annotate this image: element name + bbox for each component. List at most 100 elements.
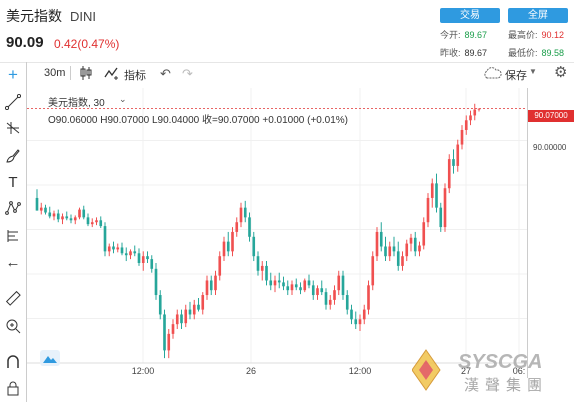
candle-body [252,236,256,257]
candle-body [180,314,183,324]
candle-body [65,216,69,219]
pattern-tool-icon[interactable] [4,200,22,218]
candle-body [307,280,311,286]
save-dropdown-icon[interactable]: ▼ [529,67,537,76]
candle-body [107,246,111,252]
candle-body [99,220,103,227]
candle-body [303,280,307,291]
price-chart[interactable]: 12:00 26 12:00 27 06: [27,88,527,378]
candle-body [52,213,56,217]
candle-body [150,259,154,269]
candle-body [124,253,128,256]
candle-body [146,256,149,260]
candle-body [418,245,421,252]
candle-body [392,246,396,252]
candle-body [86,217,90,225]
current-price: 90.09 [6,34,44,51]
candle-body [371,256,375,286]
x-tick-label: 12:00 [349,366,372,376]
candle-body [95,220,98,223]
cloud-icon[interactable] [482,66,502,85]
y-tick-label: 90.00000 [533,143,567,152]
back-arrow-icon[interactable]: ← [5,254,21,271]
candle-body [469,115,472,121]
candle-body [265,265,268,281]
candle-body [401,256,404,266]
save-button[interactable]: 保存 [505,70,527,82]
candle-body [396,251,400,266]
instrument-code: DINI [70,9,96,24]
candle-body [163,314,166,351]
chart-grid [27,88,527,363]
candle-body [337,275,341,291]
legend-collapse-icon[interactable]: ⌄ [119,94,127,104]
text-tool-icon[interactable]: T [8,174,18,191]
candle-body [197,304,200,310]
candle-body [201,295,205,310]
candle-body [269,280,273,286]
candle-body [158,295,162,315]
fib-tool-icon[interactable] [4,120,22,138]
chart-symbol-label: 美元指数, 30 [48,98,105,109]
candle-body [167,333,171,351]
candles-group [27,103,527,359]
candle-body [422,222,426,246]
candle-body [218,256,222,276]
candle-body [78,209,81,218]
candle-body [324,292,328,305]
prediction-tool-icon[interactable] [4,228,22,246]
trade-button[interactable]: 交易 [440,8,500,23]
candle-body [116,247,120,250]
candle-body [473,109,477,116]
redo-icon[interactable]: ↷ [182,66,193,81]
candle-body [56,213,60,220]
zoom-in-icon[interactable] [4,318,22,336]
toolbar-divider [0,62,574,63]
candle-body [141,256,145,263]
magnet-icon[interactable] [4,354,22,372]
candle-body [439,207,443,228]
candle-body [341,275,345,296]
candle-body [316,288,319,296]
candle-body [328,299,332,305]
tools-divider [26,62,27,402]
candle-body [171,324,175,334]
candle-body [273,280,277,286]
candle-body [137,253,141,263]
ruler-icon[interactable] [4,290,22,308]
candle-body [248,217,251,237]
indicator-button[interactable]: 指标 [124,70,146,82]
candle-body [388,246,392,257]
interval-selector[interactable]: 30m [44,67,66,79]
candle-body [311,285,315,296]
candle-body [447,159,451,189]
svg-text:漢聲集團: 漢聲集團 [464,376,548,394]
settings-gear-icon[interactable]: ⚙ [554,64,568,81]
candle-body [282,282,285,287]
instrument-name: 美元指数 [6,8,62,24]
candle-body [426,197,430,223]
candle-body [61,216,64,220]
candle-body [277,280,281,283]
instrument-title: 美元指数 DINI [6,6,96,26]
x-tick-label: 12:00 [132,366,155,376]
trend-line-icon[interactable] [4,93,22,112]
candle-body [239,207,243,223]
candle-body [320,288,324,293]
candle-body [413,237,417,252]
brush-icon[interactable] [4,148,22,166]
candle-body [350,309,353,320]
lock-icon[interactable] [4,380,22,398]
candle-type-icon[interactable] [78,65,94,86]
last-price-tag: 90.07000 [528,110,574,122]
candle-body [120,247,124,254]
candle-body [35,197,39,211]
fullscreen-button[interactable]: 全屏 [508,8,568,23]
indicator-icon[interactable] [104,65,120,86]
layout-toggle-button[interactable] [40,350,60,366]
x-tick-label: 26 [246,366,256,376]
crosshair-icon[interactable]: + [8,65,18,84]
undo-icon[interactable]: ↶ [160,66,171,81]
candle-body [345,295,349,310]
candle-body [367,285,370,310]
